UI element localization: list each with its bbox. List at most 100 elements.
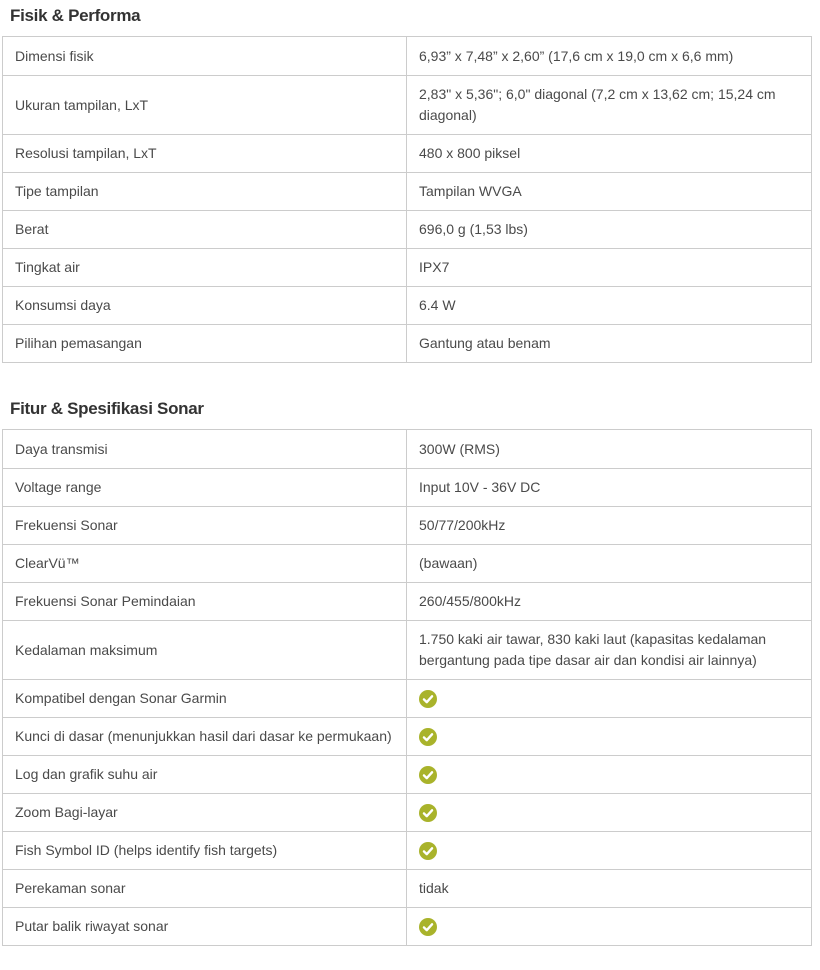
spec-value-text: Gantung atau benam (419, 335, 551, 351)
spec-row: Voltage range Input 10V - 36V DC (3, 468, 811, 506)
spec-value (407, 720, 811, 754)
spec-label-text: ClearVü™ (15, 555, 80, 571)
section-title: Fisik & Performa (10, 6, 141, 25)
spec-label-text: Resolusi tampilan, LxT (15, 145, 157, 161)
spec-row: Kedalaman maksimum 1.750 kaki air tawar,… (3, 620, 811, 679)
spec-value-text: tidak (419, 880, 449, 896)
check-circle-icon (419, 803, 437, 822)
spec-row: Berat 696,0 g (1,53 lbs) (3, 210, 811, 248)
spec-row: Daya transmisi 300W (RMS) (3, 430, 811, 468)
spec-label: Putar balik riwayat sonar (3, 908, 407, 945)
spec-label: Frekuensi Sonar (3, 507, 407, 544)
spec-value (407, 796, 811, 830)
spec-value (407, 834, 811, 868)
spec-value: tidak (407, 870, 811, 907)
spec-value-text: 50/77/200kHz (419, 517, 506, 533)
spec-value: Gantung atau benam (407, 325, 811, 362)
spec-table: Daya transmisi 300W (RMS) Voltage range … (2, 429, 812, 946)
spec-value-text: IPX7 (419, 259, 450, 275)
spec-label: Pilihan pemasangan (3, 325, 407, 362)
spec-value: (bawaan) (407, 545, 811, 582)
spec-value-text: 1.750 kaki air tawar, 830 kaki laut (kap… (419, 631, 767, 668)
spec-row: ClearVü™ (bawaan) (3, 544, 811, 582)
spec-value: Tampilan WVGA (407, 173, 811, 210)
spec-row: Dimensi fisik 6,93” x 7,48” x 2,60” (17,… (3, 37, 811, 75)
spec-label-text: Dimensi fisik (15, 47, 94, 64)
spec-value: 50/77/200kHz (407, 507, 811, 544)
spec-value-text: 6.4 W (419, 297, 456, 313)
spec-value-text: Input 10V - 36V DC (419, 479, 541, 495)
spec-value: 260/455/800kHz (407, 583, 811, 620)
check-circle-icon (419, 727, 437, 746)
check-circle-icon (419, 917, 437, 936)
spec-value: 1.750 kaki air tawar, 830 kaki laut (kap… (407, 621, 811, 679)
spec-row: Resolusi tampilan, LxT 480 x 800 piksel (3, 134, 811, 172)
spec-row: Putar balik riwayat sonar (3, 907, 811, 945)
spec-section: Fisik & Performa Dimensi fisik 6,93” x 7… (2, 0, 814, 363)
spec-row: Frekuensi Sonar Pemindaian 260/455/800kH… (3, 582, 811, 620)
spec-label-text: Tingkat air (15, 259, 80, 275)
spec-row: Tipe tampilan Tampilan WVGA (3, 172, 811, 210)
spec-row: Kompatibel dengan Sonar Garmin (3, 679, 811, 717)
spec-section: Fitur & Spesifikasi Sonar Daya transmisi… (2, 363, 814, 946)
spec-value: 2,83" x 5,36"; 6,0" diagonal (7,2 cm x 1… (407, 76, 811, 134)
spec-label: ClearVü™ (3, 545, 407, 582)
spec-label-text: Ukuran tampilan, LxT (15, 96, 149, 113)
spec-label-text: Frekuensi Sonar (15, 517, 118, 533)
spec-label-text: Perekaman sonar (15, 880, 126, 896)
spec-value (407, 682, 811, 716)
spec-value: Input 10V - 36V DC (407, 469, 811, 506)
section-title: Fitur & Spesifikasi Sonar (10, 399, 204, 418)
spec-value: IPX7 (407, 249, 811, 286)
spec-label-text: Berat (15, 221, 49, 237)
spec-label-text: Kompatibel dengan Sonar Garmin (15, 690, 227, 706)
spec-value: 300W (RMS) (407, 431, 811, 468)
spec-label: Kunci di dasar (menunjukkan hasil dari d… (3, 718, 407, 755)
spec-label-text: Tipe tampilan (15, 183, 99, 199)
spec-row: Konsumsi daya 6.4 W (3, 286, 811, 324)
spec-label: Kedalaman maksimum (3, 621, 407, 679)
spec-row: Tingkat air IPX7 (3, 248, 811, 286)
spec-label-text: Kunci di dasar (menunjukkan hasil dari d… (15, 728, 392, 744)
spec-value-text: 2,83" x 5,36"; 6,0" diagonal (7,2 cm x 1… (419, 86, 776, 123)
spec-row: Frekuensi Sonar 50/77/200kHz (3, 506, 811, 544)
spec-value: 6,93” x 7,48” x 2,60” (17,6 cm x 19,0 cm… (407, 38, 811, 75)
spec-row: Fish Symbol ID (helps identify fish targ… (3, 831, 811, 869)
spec-value-text: 260/455/800kHz (419, 593, 521, 609)
check-circle-icon (419, 765, 437, 784)
spec-label-text: Log dan grafik suhu air (15, 766, 158, 782)
spec-value-text: (bawaan) (419, 555, 478, 571)
spec-label: Daya transmisi (3, 430, 407, 468)
spec-label-text: Kedalaman maksimum (15, 641, 158, 658)
spec-row: Pilihan pemasangan Gantung atau benam (3, 324, 811, 362)
spec-label-text: Konsumsi daya (15, 297, 111, 313)
spec-label-text: Frekuensi Sonar Pemindaian (15, 593, 196, 609)
spec-label: Frekuensi Sonar Pemindaian (3, 583, 407, 620)
spec-label-text: Voltage range (15, 479, 102, 495)
spec-row: Zoom Bagi-layar (3, 793, 811, 831)
spec-label: Tipe tampilan (3, 173, 407, 210)
spec-value-text: Tampilan WVGA (419, 183, 522, 199)
spec-label-text: Pilihan pemasangan (15, 335, 142, 351)
spec-label-text: Zoom Bagi-layar (15, 804, 118, 820)
spec-label: Kompatibel dengan Sonar Garmin (3, 680, 407, 717)
spec-value (407, 910, 811, 944)
spec-label: Berat (3, 211, 407, 248)
spec-label: Tingkat air (3, 249, 407, 286)
spec-value-text: 300W (RMS) (419, 440, 500, 457)
spec-label-text: Daya transmisi (15, 440, 108, 457)
spec-label: Perekaman sonar (3, 870, 407, 907)
spec-label: Log dan grafik suhu air (3, 756, 407, 793)
spec-row: Kunci di dasar (menunjukkan hasil dari d… (3, 717, 811, 755)
spec-label: Fish Symbol ID (helps identify fish targ… (3, 832, 407, 869)
spec-label: Voltage range (3, 469, 407, 506)
spec-label: Zoom Bagi-layar (3, 794, 407, 831)
spec-label: Ukuran tampilan, LxT (3, 76, 407, 134)
spec-value-text: 480 x 800 piksel (419, 145, 521, 161)
spec-row: Ukuran tampilan, LxT 2,83" x 5,36"; 6,0"… (3, 75, 811, 134)
spec-label-text: Fish Symbol ID (helps identify fish targ… (15, 842, 278, 858)
spec-value-text: 6,93” x 7,48” x 2,60” (17,6 cm x 19,0 cm… (419, 47, 734, 64)
spec-row: Log dan grafik suhu air (3, 755, 811, 793)
spec-table: Dimensi fisik 6,93” x 7,48” x 2,60” (17,… (2, 36, 812, 363)
